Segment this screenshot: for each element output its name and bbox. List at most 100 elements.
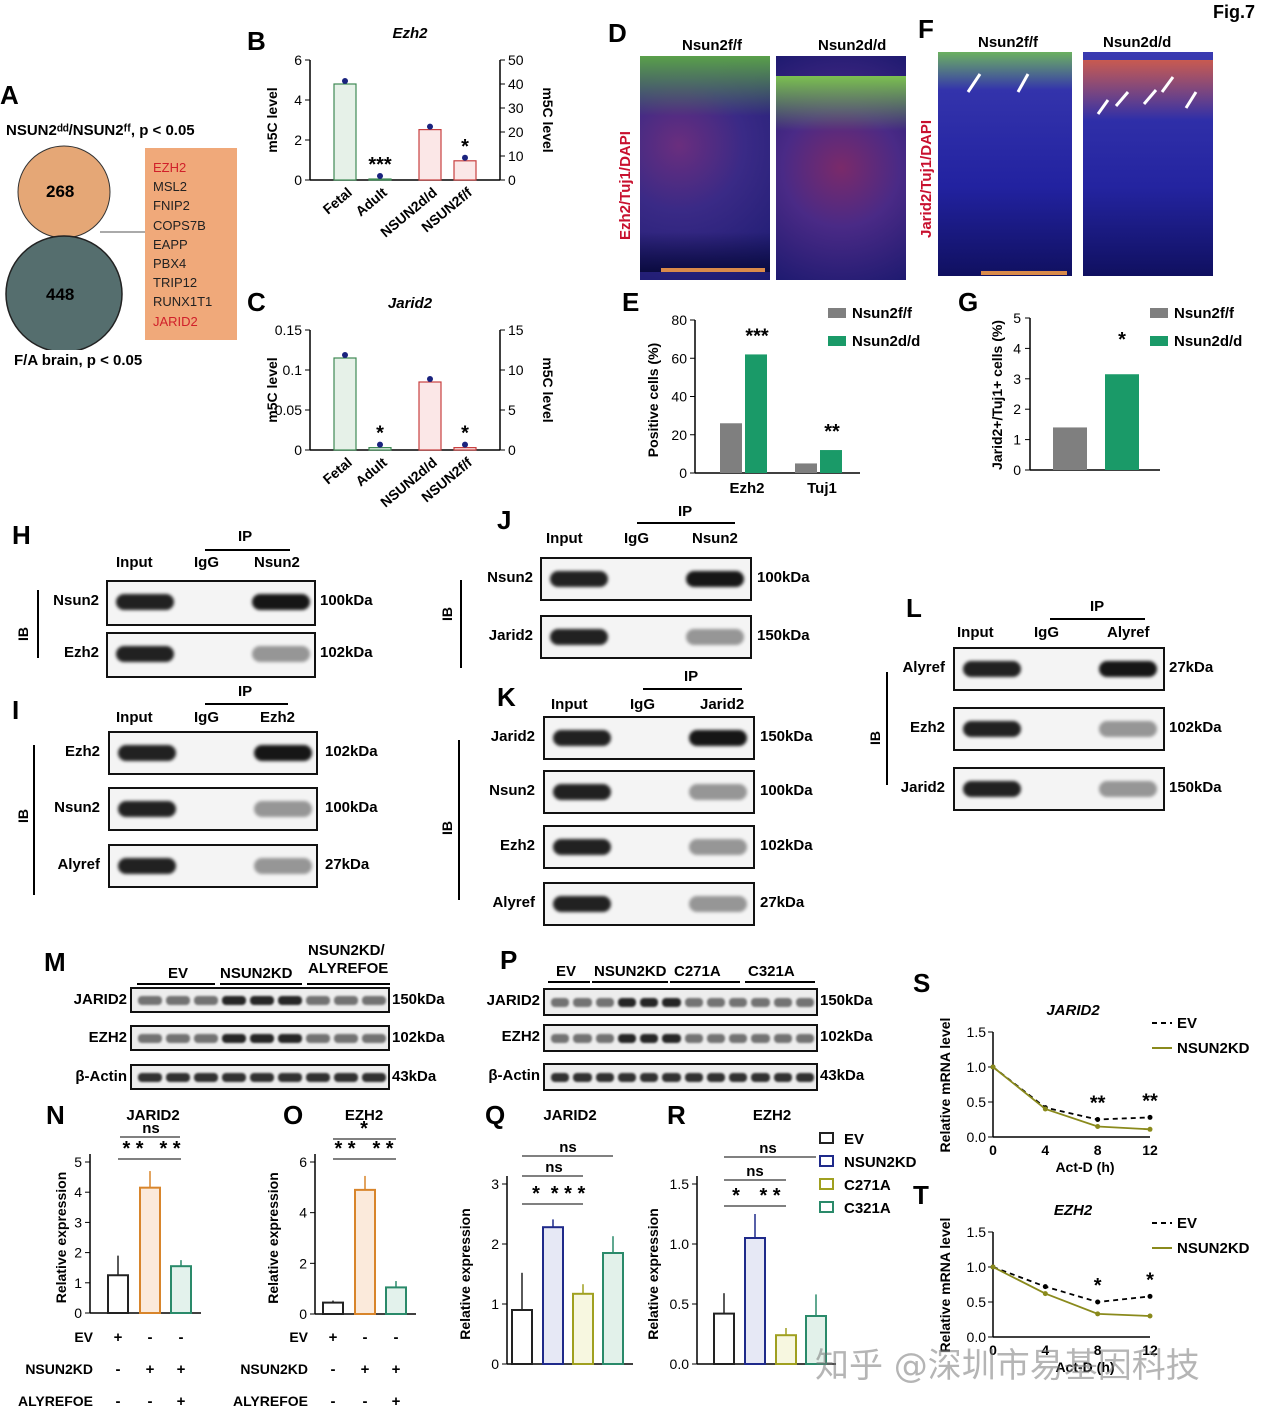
- significance-marker: ns: [559, 1139, 577, 1156]
- bar: [368, 447, 392, 451]
- tick-label: 0: [989, 1342, 997, 1358]
- lane-label: IgG: [1034, 624, 1059, 641]
- tick-label: 4: [74, 1184, 82, 1200]
- tick-label: 0: [989, 1142, 997, 1158]
- blot-band: [1099, 721, 1157, 737]
- blot-band: [689, 839, 747, 855]
- series-line: [992, 1266, 1151, 1317]
- panel-d-letter: D: [608, 18, 627, 48]
- tick-label: 0: [491, 1356, 499, 1372]
- y-axis-label: Positive cells (%): [645, 343, 661, 457]
- arrow-icons-f: [966, 73, 1198, 115]
- blot-band: [773, 998, 792, 1007]
- chart-title: EZH2: [345, 1107, 383, 1124]
- lane-label: Nsun2: [254, 554, 300, 571]
- bar: [418, 381, 442, 451]
- blot-band: [252, 646, 310, 662]
- blot-row-label: Jarid2: [490, 728, 535, 745]
- tick-label: 1.5: [967, 1024, 987, 1040]
- legend-label: NSUN2KD: [1177, 1040, 1250, 1057]
- condition-sign: -: [331, 1361, 336, 1378]
- gene-list-item: JARID2: [153, 313, 198, 329]
- significance-marker: *: [1146, 1269, 1154, 1291]
- blot-membrane: [540, 557, 752, 601]
- blot-band: [617, 998, 636, 1007]
- y-axis-label: Relative mRNA level: [937, 1018, 953, 1153]
- tick-label: 0: [508, 172, 516, 188]
- tick-label: 0: [294, 172, 302, 188]
- bar: [385, 1286, 407, 1315]
- panel-a-letter: A: [0, 80, 19, 110]
- panel-d-side-label: Ezh2/Tuj1/DAPI: [617, 131, 634, 240]
- bar: [542, 1226, 564, 1365]
- blot-band: [166, 1073, 190, 1082]
- lane-label: IgG: [624, 530, 649, 547]
- legend-label: EV: [844, 1131, 864, 1148]
- tick-label: 0: [1013, 462, 1021, 478]
- group-underline: [745, 981, 815, 983]
- data-point: [990, 1064, 996, 1070]
- blot-membrane: [953, 767, 1165, 811]
- blot-band: [684, 1073, 703, 1082]
- band-size-label: 150kDa: [820, 992, 873, 1009]
- blot-band: [278, 996, 302, 1005]
- venn-circle-bottom: [5, 235, 123, 350]
- y-axis-label: Relative mRNA level: [937, 1218, 953, 1353]
- condition-label: EV: [289, 1329, 308, 1345]
- condition-sign: +: [329, 1329, 338, 1346]
- panel-m-letter: M: [44, 947, 66, 977]
- panel-j-letter: J: [497, 505, 512, 535]
- panel-f-col2: Nsun2d/d: [1103, 34, 1172, 51]
- blot-band: [617, 1073, 636, 1082]
- chart-e: 0 20 40 60 80 Positive cells (%) Ezh2 *** Tuj1 **…: [645, 305, 920, 497]
- band-size-label: 27kDa: [325, 856, 370, 873]
- blot-band: [684, 1034, 703, 1043]
- tick-label: 0.5: [670, 1296, 690, 1312]
- blot-band: [689, 896, 747, 912]
- condition-label: NSUN2KD: [25, 1361, 93, 1377]
- blot-band: [595, 1034, 614, 1043]
- y-axis-label-left: m5C level: [264, 87, 280, 152]
- significance-marker: ns: [746, 1163, 764, 1180]
- ib-label: IB: [439, 607, 455, 621]
- chart-title: Ezh2: [392, 25, 428, 42]
- x-tick-label: Fetal: [320, 454, 355, 487]
- bar: [713, 1312, 735, 1366]
- tick-label: 4: [1041, 1342, 1049, 1358]
- data-point: [427, 123, 433, 130]
- data-point: [377, 441, 383, 448]
- lane-label: Input: [957, 624, 994, 641]
- lane-label: Ezh2: [260, 709, 296, 726]
- x-axis-label: Act-D (h): [1055, 1359, 1114, 1375]
- blot-row-label: Alyref: [902, 659, 945, 676]
- bar: [720, 423, 742, 473]
- blot-membrane: [953, 707, 1165, 751]
- tick-label: 5: [1013, 310, 1021, 326]
- bar: [1105, 374, 1139, 470]
- tick-label: 1: [491, 1296, 499, 1312]
- legend-label: NSUN2KD: [1177, 1240, 1250, 1257]
- gene-list-item: MSL2: [153, 179, 187, 195]
- blot-band: [795, 998, 814, 1007]
- series-line: [992, 1066, 1151, 1121]
- blot-band: [222, 1073, 246, 1082]
- lane-label: Nsun2: [692, 530, 738, 547]
- bar: [107, 1274, 129, 1314]
- condition-sign: -: [148, 1393, 153, 1410]
- chart-title: EZH2: [1054, 1202, 1093, 1219]
- series-line: [992, 1066, 1151, 1131]
- blot-band: [1099, 781, 1157, 797]
- blot-band: [362, 1073, 386, 1082]
- bar: [745, 354, 767, 473]
- blot-band: [640, 1073, 659, 1082]
- tick-label: 1: [1013, 432, 1021, 448]
- significance-marker: ***: [745, 325, 769, 347]
- tick-label: 3: [491, 1176, 499, 1192]
- x-axis-label: Act-D (h): [1055, 1159, 1114, 1175]
- ip-bracket: [637, 522, 735, 524]
- legend-swatch: [1150, 308, 1168, 318]
- band-size-label: 102kDa: [325, 743, 378, 760]
- data-point: [1095, 1299, 1101, 1305]
- ib-bracket: [37, 590, 39, 658]
- condition-sign: -: [179, 1329, 184, 1346]
